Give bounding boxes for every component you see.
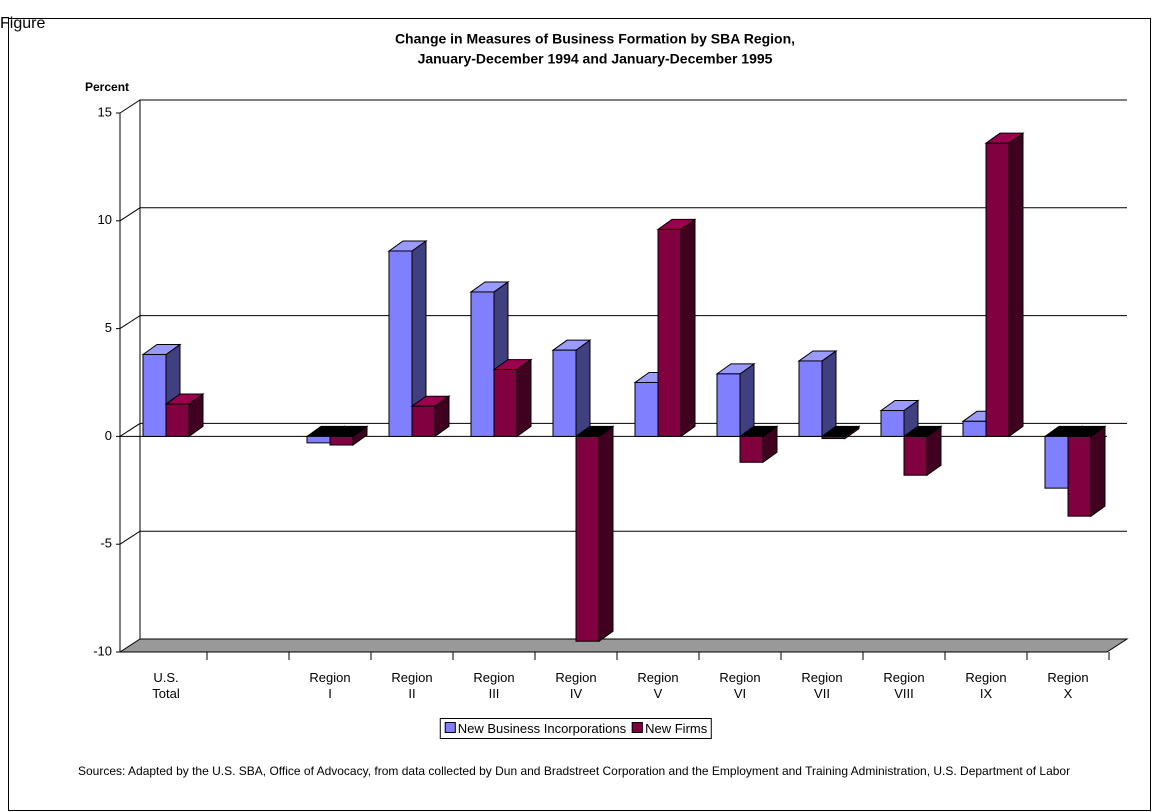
bar-front [739, 435, 764, 463]
x-tick-label: Region VI [719, 670, 761, 701]
bar-side [1008, 132, 1024, 438]
y-tick-label: 0 [105, 428, 112, 443]
x-tick-label: Region IV [555, 670, 597, 701]
bar-front [165, 403, 190, 437]
grid-line [119, 99, 1127, 114]
legend-swatch [444, 722, 456, 733]
grid-line [119, 207, 1127, 222]
bar-front [985, 142, 1010, 437]
bar-side [1090, 425, 1106, 518]
x-tick-label: Region V [637, 670, 679, 701]
bar [738, 425, 779, 464]
bar-front [962, 420, 987, 437]
frame: Figure [0, 15, 1151, 811]
bar-side [575, 339, 591, 438]
bar-front [329, 435, 354, 446]
bar-side [598, 425, 614, 643]
x-tick-label: Region II [391, 670, 433, 701]
bar [551, 339, 592, 438]
bar-front [493, 369, 518, 437]
bar-front [552, 349, 577, 437]
figure-label: Figure [0, 15, 46, 32]
grid-line [119, 315, 1127, 330]
grid-line [119, 530, 1127, 545]
bar-front [880, 410, 905, 437]
chart-title: Change in Measures of Business Formation… [395, 31, 795, 47]
bar-front [575, 435, 600, 642]
y-axis-label: Percent [85, 80, 129, 94]
y-tick-label: 15 [98, 104, 112, 119]
legend-swatch [632, 722, 644, 733]
bar [164, 393, 205, 438]
x-tick-label: Region I [309, 670, 351, 701]
bar-front [411, 405, 436, 437]
bar-front [388, 250, 413, 437]
bar [492, 358, 533, 438]
legend-label: New Firms [645, 721, 708, 736]
bar-front [821, 435, 846, 440]
x-tick-label: Region X [1047, 670, 1089, 701]
bar [410, 395, 451, 438]
x-tick-label: Region VII [801, 670, 843, 701]
bar [1066, 425, 1107, 518]
bar-front [1044, 435, 1069, 489]
legend-item: New Business Incorporations [444, 721, 627, 736]
bar-front [142, 353, 167, 437]
bar-front [306, 435, 331, 444]
x-tick-label: Region IX [965, 670, 1007, 701]
x-tick-label: U.S. Total [152, 670, 180, 701]
bar-front [798, 360, 823, 437]
bar [984, 132, 1025, 438]
y-tick-label: -5 [100, 536, 112, 551]
bar-side [739, 362, 755, 438]
bar [328, 425, 369, 446]
legend-label: New Business Incorporations [457, 721, 627, 736]
bar [902, 425, 943, 477]
y-tick-label: 5 [105, 320, 112, 335]
chart-subtitle: January-December 1994 and January-Decemb… [418, 51, 773, 67]
legend-item: New Firms [632, 721, 707, 736]
bar [574, 425, 615, 643]
bar-side [680, 218, 696, 438]
y-tick-label: 10 [98, 212, 112, 227]
bar [820, 425, 861, 440]
bar-front [903, 435, 928, 476]
bar-side [821, 349, 837, 438]
bar [879, 399, 920, 438]
bar [387, 240, 428, 438]
source-note: Sources: Adapted by the U.S. SBA, Office… [78, 764, 1071, 778]
bar-front [716, 373, 741, 437]
x-tick-label: Region VIII [883, 670, 925, 701]
floor [118, 638, 1129, 653]
bar [656, 218, 697, 438]
legend: New Business Incorporations New Firms [439, 718, 713, 739]
bar [797, 349, 838, 438]
bar-front [657, 228, 682, 437]
bar-side [516, 358, 532, 438]
bar-front [1067, 435, 1092, 517]
x-tick-label: Region III [473, 670, 515, 701]
bar [715, 362, 756, 438]
y-tick-label: -10 [93, 643, 112, 658]
bar-front [470, 291, 495, 437]
grid-line [119, 422, 1127, 437]
bar-front [634, 382, 659, 437]
